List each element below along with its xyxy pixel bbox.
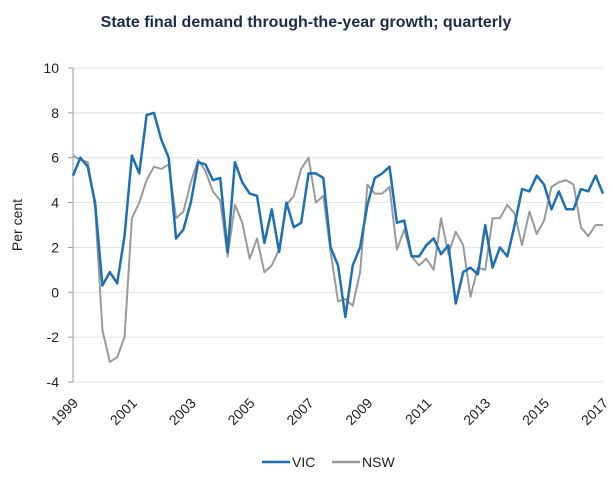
y-axis-label: Per cent (9, 199, 25, 251)
x-tick-label: 1999 (48, 395, 81, 428)
x-tick-label: 2015 (519, 395, 552, 428)
x-tick-label: 2013 (460, 395, 493, 428)
x-tick-label: 2003 (166, 395, 199, 428)
y-tick-label: -2 (47, 329, 60, 345)
x-tick-label: 2007 (283, 395, 316, 428)
y-tick-label: 8 (51, 105, 59, 121)
x-tick-label: 2001 (107, 395, 140, 428)
x-tick-label: 2017 (578, 395, 611, 428)
y-tick-label: 6 (51, 150, 59, 166)
line-series (71, 111, 605, 319)
y-tick-label: 2 (51, 239, 59, 255)
legend-label: NSW (362, 454, 395, 470)
y-tick-label: 10 (43, 60, 59, 76)
x-tick-label: 2005 (224, 395, 257, 428)
legend-label: VIC (292, 454, 315, 470)
chart-title: State final demand through-the-year grow… (101, 14, 512, 31)
x-tick-label: 2009 (342, 395, 375, 428)
y-tick-label: 0 (51, 284, 59, 300)
y-tick-label: 4 (51, 195, 59, 211)
x-tick-label: 2011 (402, 395, 435, 428)
line-series (72, 154, 603, 363)
y-tick-label: -4 (47, 374, 60, 390)
